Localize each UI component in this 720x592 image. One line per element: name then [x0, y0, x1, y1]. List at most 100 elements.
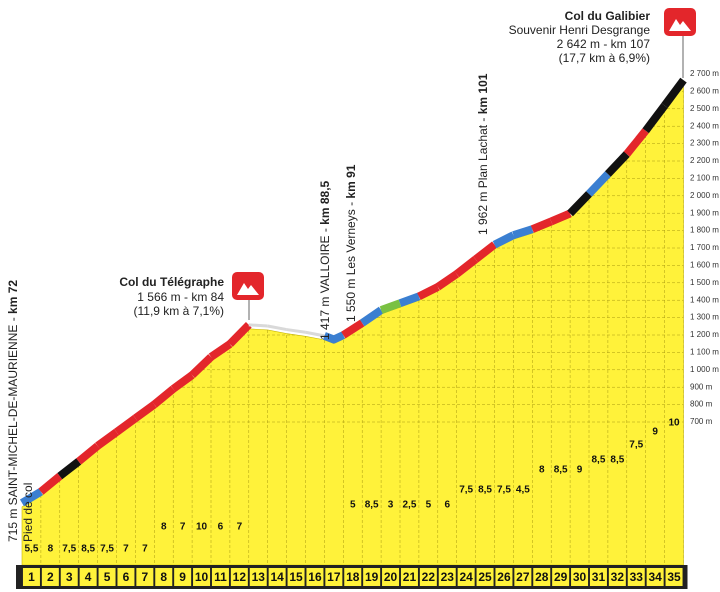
km-label: 6 [123, 570, 130, 584]
km-box [552, 568, 570, 586]
km-label: 21 [403, 570, 417, 584]
km-label: 11 [214, 570, 227, 584]
km-box [117, 568, 135, 586]
km-box [589, 568, 607, 586]
km-label: 25 [478, 570, 492, 584]
summit-info: (11,9 km à 7,1%) [134, 304, 224, 318]
km-label: 24 [459, 570, 473, 584]
gradient-label: 7,5 [629, 440, 643, 451]
y-tick-label: 2 100 m [690, 174, 719, 183]
km-label: 16 [308, 570, 322, 584]
gradient-label: 7,5 [459, 485, 473, 496]
gradient-label: 7,5 [497, 485, 511, 496]
pass-text: 1 550 m Les Verneys - [344, 199, 358, 322]
road-segment [530, 217, 553, 233]
start-km: km 72 [6, 280, 20, 314]
km-box [155, 568, 173, 586]
road-segment [379, 299, 402, 314]
km-box [457, 568, 475, 586]
gradient-label: 8 [539, 465, 545, 476]
gradient-label: 6 [444, 500, 450, 511]
flag [232, 272, 264, 300]
km-label: 22 [422, 570, 436, 584]
summit-name: Col du Galibier [565, 9, 651, 23]
y-tick-label: 700 m [690, 417, 713, 426]
road-segment [76, 442, 101, 465]
y-tick-label: 1 400 m [690, 295, 719, 304]
km-label: 15 [289, 570, 303, 584]
pass-text: 1 962 m Plan Lachat - [476, 114, 490, 235]
km-box [608, 568, 626, 586]
start-text: 715 m SAINT-MICHEL-DE-MAURIENNE - [6, 314, 20, 542]
km-label: 14 [270, 570, 284, 584]
km-box [98, 568, 116, 586]
km-label: 4 [85, 570, 92, 584]
km-label: 8 [160, 570, 167, 584]
gradient-label: 10 [196, 522, 208, 533]
road-segment [95, 428, 119, 450]
gradient-label: 7,5 [62, 544, 76, 555]
km-label: 20 [384, 570, 398, 584]
gradient-label: 7 [237, 522, 243, 533]
gradient-label: 5,5 [24, 544, 38, 555]
road-segment [286, 328, 306, 334]
km-box [382, 568, 400, 586]
road-segment [133, 401, 157, 422]
km-box [476, 568, 494, 586]
km-box [419, 568, 437, 586]
y-tick-label: 1 300 m [690, 313, 719, 322]
km-box [325, 568, 343, 586]
road-segment [473, 241, 497, 263]
gradient-label: 5 [426, 500, 432, 511]
gradient-label: 2,5 [402, 500, 416, 511]
km-box [60, 568, 78, 586]
y-tick-label: 800 m [690, 400, 713, 409]
road-segment [454, 256, 479, 278]
km-box [571, 568, 589, 586]
y-tick-label: 1 600 m [690, 261, 719, 270]
road-segment [189, 354, 214, 379]
road-segment [417, 283, 440, 300]
gradient-label: 7 [180, 522, 186, 533]
km-label: 30 [573, 570, 587, 584]
y-tick-label: 1 900 m [690, 208, 719, 217]
km-box [495, 568, 513, 586]
km-label: 28 [535, 570, 549, 584]
gradient-label: 8,5 [81, 544, 95, 555]
gradient-label: 9 [652, 427, 658, 438]
km-box [438, 568, 456, 586]
km-label: 12 [233, 570, 247, 584]
start-label: 715 m SAINT-MICHEL-DE-MAURIENNE - km 72 [6, 280, 20, 542]
km-label: 17 [327, 570, 341, 584]
km-label: 13 [252, 570, 266, 584]
road-segment [341, 319, 365, 339]
y-tick-label: 1 200 m [690, 330, 719, 339]
y-tick-label: 2 700 m [690, 69, 719, 78]
gradient-label: 4,5 [516, 485, 530, 496]
km-label: 5 [104, 570, 111, 584]
km-box [79, 568, 97, 586]
km-box [533, 568, 551, 586]
road-segment [114, 415, 138, 436]
km-label: 19 [365, 570, 379, 584]
km-label: 35 [667, 570, 681, 584]
road-segment [208, 340, 233, 361]
km-label: 2 [47, 570, 54, 584]
km-label: 18 [346, 570, 360, 584]
km-label: 32 [611, 570, 625, 584]
gradient-label: 7 [142, 544, 148, 555]
km-label: 33 [630, 570, 644, 584]
road-segment [151, 385, 176, 408]
km-label: 34 [648, 570, 662, 584]
km-box [268, 568, 286, 586]
gradient-label: 8,5 [591, 455, 605, 466]
y-tick-label: 900 m [690, 382, 713, 391]
pass-text: 1 417 m VALLOIRE - [318, 225, 332, 340]
pass-km: km 101 [476, 73, 490, 114]
km-box [306, 568, 324, 586]
road-segment [38, 473, 63, 495]
mountain-icon [669, 19, 691, 31]
gradient-label: 8,5 [478, 485, 492, 496]
gradient-label: 7 [123, 544, 129, 555]
road-segment [623, 128, 649, 157]
